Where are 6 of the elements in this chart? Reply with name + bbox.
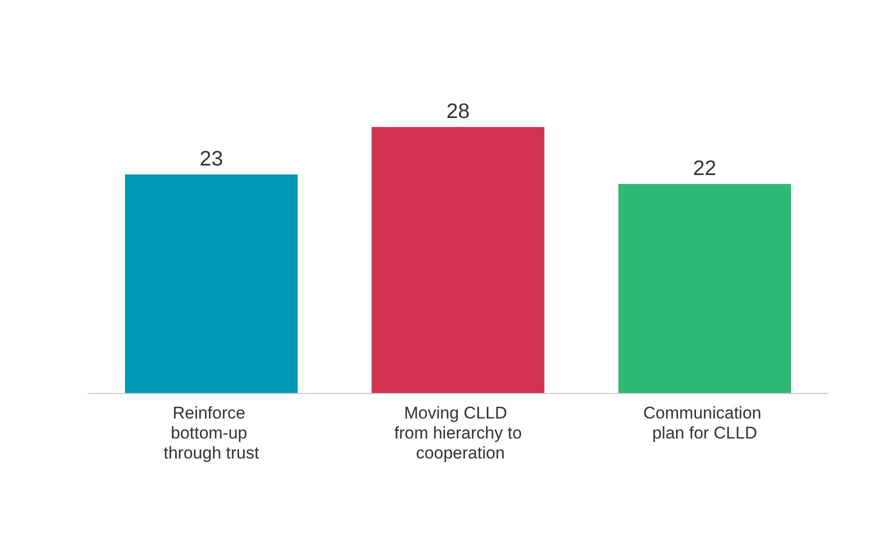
data-label: 23 [200,148,224,170]
x-tick-label: Communication plan for CLLD [643,404,766,442]
x-tick-label: Moving CLLD from hierarchy to cooperation [394,404,522,462]
x-tick-label: Reinforce bottom-up through trust [164,404,260,462]
data-label: 28 [446,100,470,123]
data-label: 22 [692,157,716,180]
